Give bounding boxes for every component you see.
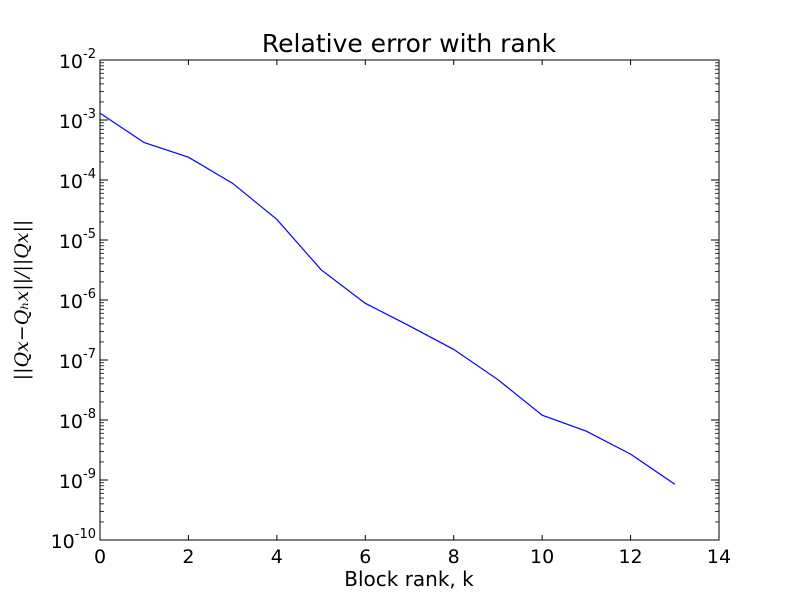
y-tick-label: 10-9	[59, 467, 96, 493]
y-tick-label: 10-10	[51, 527, 96, 553]
y-tick-label: 10-2	[59, 47, 96, 73]
x-tick-label: 14	[707, 546, 731, 568]
y-tick-label: 10-4	[59, 167, 96, 193]
x-tick-label: 2	[182, 546, 194, 568]
x-tick-label: 6	[359, 546, 371, 568]
y-tick-label: 10-6	[59, 287, 96, 313]
x-tick-label: 8	[448, 546, 460, 568]
x-tick-label: 0	[94, 546, 106, 568]
plot-frame	[99, 59, 720, 541]
y-tick-label: 10-8	[59, 407, 96, 433]
x-axis-label: Block rank, k	[344, 567, 474, 591]
chart-title: Relative error with rank	[262, 29, 557, 58]
y-axis-label: ||Qx−Qₕx||/||Qx||	[11, 220, 33, 381]
x-tick-label: 12	[618, 546, 642, 568]
y-tick-label: 10-5	[59, 227, 96, 253]
x-tick-label: 10	[530, 546, 554, 568]
x-tick-label: 4	[271, 546, 283, 568]
y-tick-label: 10-3	[59, 107, 96, 133]
y-tick-label: 10-7	[59, 347, 96, 373]
series-line	[99, 112, 676, 485]
plot-area: 0 2 4 6 8 10 12 14 10-10 10-9 10-8 10-7 10-6 10-5 10-4…	[51, 47, 732, 568]
